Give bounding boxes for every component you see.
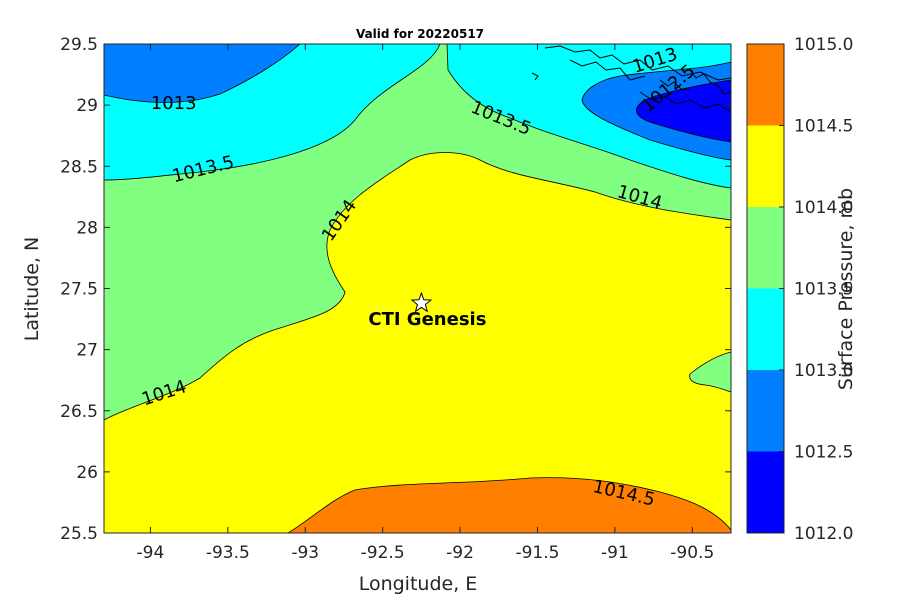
y-tick-label: 29 <box>76 96 98 116</box>
y-tick-label: 26 <box>76 463 98 483</box>
y-tick-label: 28 <box>76 218 98 238</box>
y-tick-label: 27.5 <box>60 280 98 300</box>
y-tick-label: 28.5 <box>60 157 98 177</box>
y-tick-label: 29.5 <box>60 35 98 55</box>
colorbar-band <box>747 288 784 370</box>
x-tick-label: -90.5 <box>670 543 714 563</box>
star-icon <box>410 291 433 313</box>
colorbar-tick-label: 1014.0 <box>794 198 853 218</box>
colorbar-band <box>747 370 784 452</box>
x-axis-label: Longitude, E <box>359 573 478 595</box>
genesis-marker: CTI Genesis <box>368 291 486 330</box>
band-1012-1012.5 <box>636 79 731 143</box>
coastline <box>531 45 731 113</box>
x-tick-label: -92 <box>446 543 474 563</box>
band-1012.5-1013-nw <box>104 44 301 103</box>
colorbar-tick-label: 1015.0 <box>794 35 853 55</box>
colorbar-band <box>747 451 784 533</box>
x-tick-label: -92.5 <box>361 543 405 563</box>
x-tick-label: -93.5 <box>206 543 250 563</box>
contour-label: 1013 <box>151 93 197 114</box>
y-axis: 25.5 26 26.5 27 27.5 28 28.5 29 29.5 <box>60 35 731 544</box>
x-tick-label: -91.5 <box>515 543 559 563</box>
colorbar-ticks: 1015.0 1014.5 1014.0 1013.5 1013.0 1012.5 1012… <box>779 35 853 544</box>
genesis-label: CTI Genesis <box>368 309 486 330</box>
colorbar <box>746 43 785 534</box>
y-axis-label: Latitude, N <box>21 237 43 342</box>
band-1014-1014.5 <box>104 152 731 533</box>
colorbar-label: Surface Pressure, mb <box>835 188 857 390</box>
colorbar-band <box>747 207 784 289</box>
colorbar-band <box>747 44 784 126</box>
contour-fill-layer <box>104 44 731 533</box>
x-axis: -94 -93.5 -93 -92.5 -92 -91.5 -91 -90.5 <box>137 44 714 563</box>
y-tick-label: 27 <box>76 341 98 361</box>
band-1013.5-1014-east <box>689 351 731 393</box>
x-tick-label: -91 <box>601 543 629 563</box>
colorbar-band <box>747 125 784 207</box>
x-tick-label: -93 <box>291 543 319 563</box>
colorbar-tick-label: 1014.5 <box>794 117 853 137</box>
y-tick-label: 26.5 <box>60 402 98 422</box>
colorbar-tick-label: 1013.0 <box>794 361 853 381</box>
colorbar-tick-label: 1013.5 <box>794 280 853 300</box>
colorbar-tick-label: 1012.0 <box>794 524 853 544</box>
colorbar-tick-label: 1012.5 <box>794 443 853 463</box>
y-tick-label: 25.5 <box>60 524 98 544</box>
chart-title: Valid for 20220517 <box>356 27 484 41</box>
band-1014.5-1015 <box>287 477 731 533</box>
x-tick-label: -94 <box>137 543 165 563</box>
